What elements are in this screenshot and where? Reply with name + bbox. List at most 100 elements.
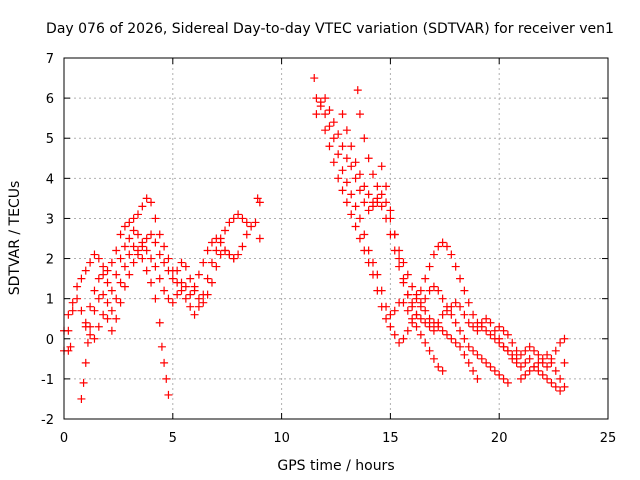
data-point-marker: [173, 290, 182, 299]
data-point-marker: [181, 262, 190, 271]
x-axis-label: GPS time / hours: [277, 458, 394, 474]
data-point-marker: [547, 378, 556, 387]
data-point-marker: [155, 250, 164, 259]
data-point-marker: [164, 266, 173, 275]
data-point-marker: [403, 270, 412, 279]
data-point-marker: [403, 290, 412, 299]
data-point-marker: [469, 346, 478, 355]
data-point-marker: [399, 334, 408, 343]
data-point-marker: [551, 366, 560, 375]
data-point-marker: [321, 94, 330, 103]
data-point-marker: [373, 194, 382, 203]
data-point-marker: [412, 310, 421, 319]
data-point-marker: [103, 314, 112, 323]
data-point-marker: [347, 210, 356, 219]
data-point-marker: [316, 98, 325, 107]
data-point-marker: [360, 182, 369, 191]
data-point-marker: [451, 262, 460, 271]
data-point-marker: [83, 338, 92, 347]
data-point-marker: [203, 290, 212, 299]
data-point-marker: [399, 274, 408, 283]
data-point-marker: [190, 310, 199, 319]
data-point-marker: [429, 250, 438, 259]
data-point-marker: [386, 310, 395, 319]
data-point-marker: [120, 262, 129, 271]
data-point-marker: [342, 154, 351, 163]
data-point-marker: [364, 190, 373, 199]
data-point-marker: [155, 318, 164, 327]
y-tick-label: 7: [46, 52, 54, 67]
data-point-marker: [390, 330, 399, 339]
data-point-marker: [351, 174, 360, 183]
data-point-marker: [142, 266, 151, 275]
data-point-marker: [447, 302, 456, 311]
data-point-marker: [495, 322, 504, 331]
data-point-marker: [138, 242, 147, 251]
data-point-marker: [464, 318, 473, 327]
data-point-marker: [429, 354, 438, 363]
data-point-marker: [364, 154, 373, 163]
data-point-marker: [434, 242, 443, 251]
data-point-marker: [157, 342, 166, 351]
data-point-marker: [377, 302, 386, 311]
data-point-marker: [395, 254, 404, 263]
data-point-marker: [482, 314, 491, 323]
data-point-marker: [207, 278, 216, 287]
data-point-marker: [168, 274, 177, 283]
data-point-marker: [338, 166, 347, 175]
y-tick-label: 0: [46, 333, 54, 348]
data-point-marker: [543, 362, 552, 371]
data-point-marker: [321, 126, 330, 135]
data-point-marker: [221, 246, 230, 255]
y-tick-label: 1: [46, 293, 54, 308]
data-point-marker: [425, 314, 434, 323]
data-point-marker: [495, 370, 504, 379]
data-point-marker: [451, 338, 460, 347]
data-point-marker: [382, 198, 391, 207]
data-point-marker: [342, 126, 351, 135]
data-point-marker: [486, 362, 495, 371]
data-point-marker: [386, 322, 395, 331]
data-point-marker: [186, 290, 195, 299]
data-point-marker: [538, 354, 547, 363]
data-point-marker: [242, 218, 251, 227]
data-point-marker: [534, 358, 543, 367]
series-s5: [310, 74, 447, 375]
data-point-marker: [138, 202, 147, 211]
data-point-marker: [408, 302, 417, 311]
data-point-marker: [403, 326, 412, 335]
data-point-marker: [129, 258, 138, 267]
data-point-marker: [112, 246, 121, 255]
data-point-marker: [99, 262, 108, 271]
data-point-marker: [238, 242, 247, 251]
data-point-marker: [212, 262, 221, 271]
data-point-marker: [151, 238, 160, 247]
data-point-marker: [508, 354, 517, 363]
data-point-marker: [421, 338, 430, 347]
data-point-marker: [408, 318, 417, 327]
data-point-marker: [347, 162, 356, 171]
data-point-marker: [438, 366, 447, 375]
data-point-marker: [460, 310, 469, 319]
x-tick-label: 10: [273, 431, 290, 446]
data-point-marker: [490, 366, 499, 375]
data-point-marker: [334, 150, 343, 159]
data-point-marker: [460, 350, 469, 359]
data-point-marker: [486, 318, 495, 327]
data-point-marker: [551, 382, 560, 391]
data-point-marker: [164, 294, 173, 303]
data-point-marker: [216, 250, 225, 259]
data-point-marker: [194, 270, 203, 279]
data-point-marker: [355, 170, 364, 179]
data-point-marker: [429, 318, 438, 327]
data-point-marker: [133, 230, 142, 239]
data-point-marker: [229, 214, 238, 223]
data-point-marker: [351, 222, 360, 231]
data-point-marker: [329, 134, 338, 143]
data-point-marker: [234, 210, 243, 219]
data-point-marker: [451, 298, 460, 307]
data-point-marker: [534, 350, 543, 359]
data-point-marker: [521, 358, 530, 367]
data-point-marker: [438, 310, 447, 319]
data-point-marker: [147, 254, 156, 263]
